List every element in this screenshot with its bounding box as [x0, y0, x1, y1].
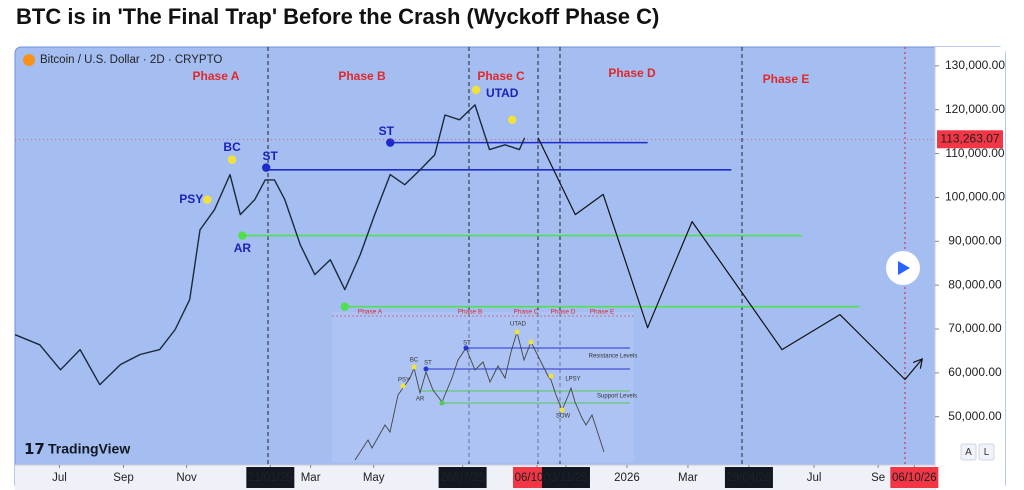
event-label: AR: [234, 241, 252, 255]
schematic-label: LPSY: [565, 377, 580, 383]
event-dot: [508, 115, 517, 125]
schematic-dot: [400, 383, 406, 389]
last-price-label: 113,263.07: [940, 131, 999, 145]
schematic-phase: Phase E: [590, 309, 615, 316]
schematic-label: SOW: [556, 414, 571, 420]
event-dot: [238, 231, 247, 240]
x-tick-label: Mar: [301, 472, 321, 484]
schematic-dot: [439, 400, 445, 406]
x-tick-label: Sep: [113, 472, 133, 484]
x-tick-label: Se: [871, 472, 885, 484]
phase-label: Phase E: [763, 72, 810, 86]
x-tick-label: 26/07/25: [440, 472, 485, 484]
schematic-label: ST: [424, 361, 432, 367]
schematic-dot: [423, 366, 429, 372]
logo-text: TradingView: [48, 441, 130, 457]
phase-label: Phase D: [608, 66, 656, 80]
schematic-dot: [463, 345, 469, 351]
x-tick-box: [890, 467, 939, 488]
event-dot: [227, 155, 237, 164]
event-dot: [261, 163, 271, 172]
schematic-dot: [411, 364, 417, 370]
y-tick-label: 50,000.00: [948, 409, 1002, 423]
chart-title: BTC is in 'The Final Trap' Before the Cr…: [16, 4, 659, 29]
schematic-dot: [528, 339, 534, 345]
event-label: ST: [379, 124, 395, 138]
event-dot: [386, 138, 395, 147]
x-tick-label: May: [363, 472, 385, 484]
event-dot: [203, 195, 212, 204]
axis-buttons: A L: [960, 443, 995, 461]
event-label: ST: [263, 149, 279, 163]
x-tick-box: [541, 467, 590, 488]
schematic-label: PSY: [398, 378, 410, 384]
symbol-icon: [23, 54, 35, 66]
schematic-label: BC: [410, 358, 419, 364]
log-scale-button[interactable]: [978, 443, 995, 461]
auto-scale-label[interactable]: A: [965, 447, 972, 458]
x-tick-label: 06/10/26: [892, 472, 937, 484]
price-axis-panel: [935, 47, 1005, 490]
y-tick-label: 130,000.00: [945, 58, 1005, 72]
phase-label: Phase A: [193, 69, 240, 83]
event-dot: [471, 85, 481, 95]
schematic-label: UTAD: [510, 322, 527, 328]
schematic-label: ST: [463, 341, 471, 347]
schematic-dot: [514, 329, 520, 335]
event-dot: [340, 302, 349, 311]
y-tick-label: 110,000.00: [945, 146, 1004, 160]
phase-label: Phase B: [338, 69, 386, 83]
schematic-phase: Phase B: [458, 309, 483, 316]
log-scale-label[interactable]: L: [984, 447, 990, 458]
event-label: UTAD: [486, 86, 519, 100]
play-icon[interactable]: [898, 261, 910, 275]
event-label: PSY: [179, 192, 203, 206]
schematic-dot: [548, 373, 554, 379]
y-tick-label: 100,000.00: [945, 190, 1005, 204]
projection-line: [537, 137, 922, 381]
x-tick-box: [438, 467, 487, 488]
x-tick-label: Mar: [678, 472, 698, 484]
y-tick-label: 80,000.00: [948, 277, 1002, 291]
y-tick-label: 90,000.00: [948, 233, 1002, 247]
y-tick-label: 70,000.00: [948, 321, 1002, 335]
schematic-label: AR: [416, 397, 425, 403]
y-tick-label: 60,000.00: [948, 365, 1002, 379]
last-price-box: [937, 130, 1003, 149]
x-tick-label: 2026: [614, 472, 640, 484]
schematic-phase: Phase D: [551, 309, 576, 316]
play-button[interactable]: [886, 251, 920, 285]
price-line: [15, 104, 526, 386]
schematic-background: [332, 312, 634, 462]
plot-area: [15, 85, 935, 386]
phase-label: Phase C: [477, 69, 525, 83]
schematic-phase: Phase C: [514, 309, 539, 316]
x-tick-label: 21/01/25: [248, 472, 293, 484]
schematic-label: Support Levels: [597, 394, 637, 400]
x-tick-box: [724, 467, 773, 488]
x-tick-label: Jul: [807, 472, 822, 484]
x-tick-box: [246, 467, 295, 488]
symbol-info: Bitcoin / U.S. Dollar · 2D · CRYPTO: [40, 54, 222, 66]
wyckoff-schematic: Phase A Phase B Phase C Phase D Phase E …: [332, 309, 637, 462]
schematic-label: Resistance Levels: [589, 354, 638, 360]
x-tick-label: Jul: [52, 472, 67, 484]
schematic-dot: [559, 407, 565, 413]
x-tick-label: 03/11/25: [544, 472, 588, 484]
logo-mark: 𝟭𝟳: [24, 441, 45, 458]
auto-scale-button[interactable]: [960, 443, 977, 461]
event-label: BC: [223, 140, 241, 154]
y-tick-label: 120,000.00: [945, 102, 1005, 116]
x-tick-label: Nov: [176, 472, 197, 484]
x-tick-label: 29/04/26: [727, 472, 772, 484]
schematic-phase: Phase A: [358, 309, 383, 316]
